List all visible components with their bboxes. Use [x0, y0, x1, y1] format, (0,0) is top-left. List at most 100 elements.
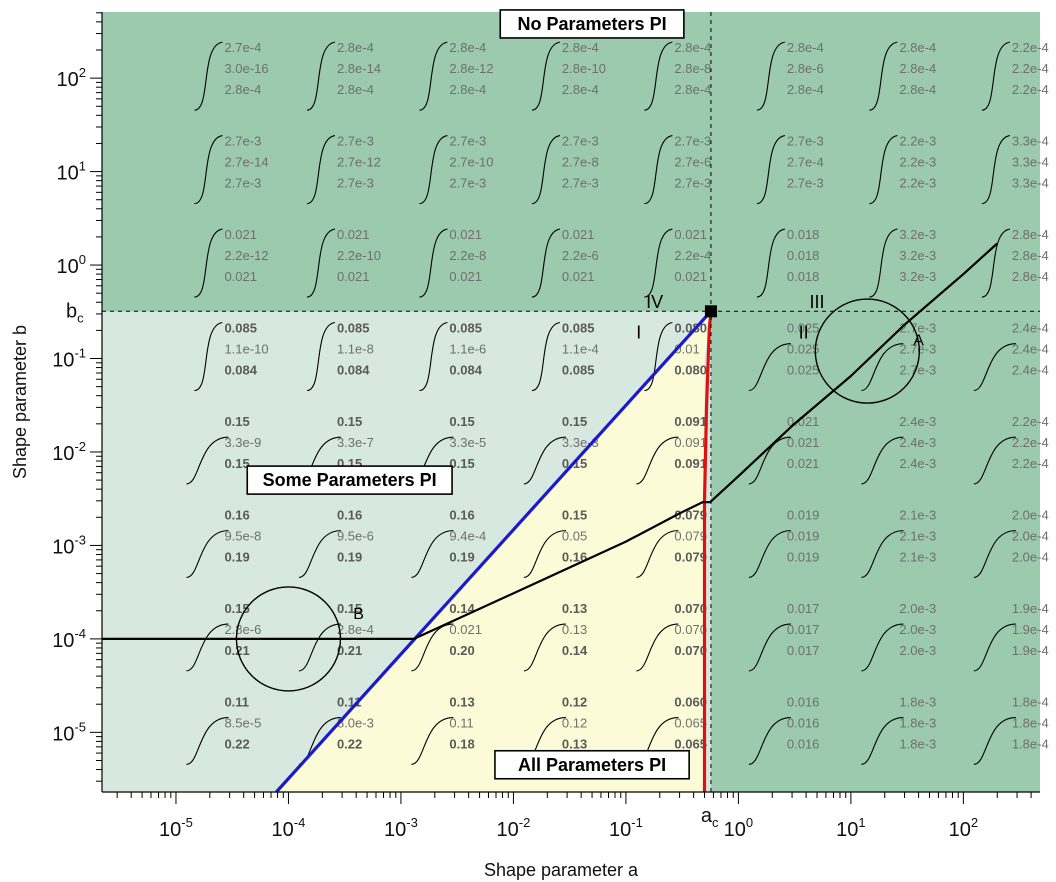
cell-glyph: 0.021 2.2e-6 0.021 — [531, 227, 599, 298]
cell-glyph: 0.021 0.021 0.021 — [748, 414, 819, 485]
cell-value: 0.021 — [449, 622, 482, 637]
cell-value: 0.021 — [674, 269, 707, 284]
boundary-lines — [102, 12, 1040, 794]
cell-value: 0.11 — [449, 715, 473, 730]
cell-glyph: 2.8e-4 2.8e-8 2.8e-4 — [644, 40, 711, 111]
cell-value: 2.0e-3 — [899, 601, 936, 616]
cell-value: 0.018 — [787, 248, 820, 263]
cell-value: 2.8e-14 — [337, 61, 381, 76]
cell-curve — [861, 436, 904, 485]
cell-glyph: 2.7e-3 2.7e-10 2.7e-3 — [419, 134, 494, 205]
cell-glyph: 0.152.8e-60.21 — [186, 601, 261, 672]
cell-glyph: 2.0e-3 2.0e-3 2.0e-3 — [861, 601, 936, 672]
cell-value: 2.7e-3 — [562, 134, 599, 149]
cell-value: 1.1e-8 — [337, 342, 374, 357]
cell-glyph: 2.8e-4 2.8e-10 2.8e-4 — [531, 40, 606, 111]
cell-curve — [861, 343, 904, 392]
cell-value: 1.8e-4 — [1012, 694, 1049, 709]
cell-glyph: 2.4e-4 2.4e-4 2.4e-4 — [973, 321, 1049, 392]
cell-glyph: 3.3e-4 3.3e-4 3.3e-4 — [981, 134, 1049, 205]
cell-value: 2.7e-3 — [337, 176, 374, 191]
cell-value: 1.9e-4 — [1012, 622, 1049, 637]
cell-value: 0.19 — [337, 549, 362, 564]
cell-value: 0.085 — [337, 321, 370, 336]
cell-glyph: 2.7e-3 2.7e-8 2.7e-3 — [531, 134, 599, 205]
cell-value: 2.7e-6 — [674, 155, 711, 170]
cell-value: 2.2e-3 — [899, 176, 936, 191]
cell-curve — [981, 228, 1011, 298]
cell-glyph: 2.7e-3 2.7e-3 2.7e-3 — [861, 321, 936, 392]
cell-value: 0.15 — [224, 456, 249, 471]
cell-curve — [748, 623, 791, 672]
cell-value: 2.0e-4 — [1012, 507, 1049, 522]
cell-glyph: 0.13 0.11 0.18 — [411, 694, 475, 765]
cell-glyph: 2.8e-4 2.8e-4 2.8e-4 — [981, 227, 1049, 298]
cell-glyph: 0.085 1.1e-4 0.085 — [531, 321, 599, 392]
cell-value: 2.2e-4 — [1012, 435, 1049, 450]
region-label-1: Some Parameters PI — [246, 465, 453, 495]
cell-value: 0.13 — [562, 736, 587, 751]
x-tick-label: 10-3 — [384, 815, 418, 841]
cell-value: 3.0e-16 — [224, 61, 268, 76]
cell-value: 2.8e-6 — [224, 622, 261, 637]
cell-curve — [748, 343, 791, 392]
cell-value: 0.12 — [562, 715, 587, 730]
cell-curve — [756, 228, 786, 298]
x-tick-label: 10-4 — [272, 815, 306, 841]
cell-value: 2.1e-3 — [899, 507, 936, 522]
cell-value: 0.019 — [787, 549, 820, 564]
cell-value: 2.8e-4 — [1012, 227, 1049, 242]
cell-curve — [756, 135, 786, 205]
cell-value: 2.4e-4 — [1012, 342, 1049, 357]
cell-value: 0.19 — [224, 549, 249, 564]
cell-value: 0.065 — [674, 736, 707, 751]
cell-value: 0.18 — [449, 736, 474, 751]
cell-glyph: 2.2e-4 2.2e-4 2.2e-4 — [973, 414, 1049, 485]
cell-curve — [306, 321, 336, 392]
region-label-box — [246, 465, 453, 495]
cell-value: 2.8e-4 — [562, 40, 599, 55]
cell-value: 2.2e-10 — [337, 248, 381, 263]
cell-value: 0.15 — [337, 601, 362, 616]
cell-value: 2.8e-4 — [337, 82, 374, 97]
region-label-box — [499, 9, 685, 39]
cell-value: 2.2e-8 — [449, 248, 486, 263]
cell-value: 0.15 — [562, 414, 587, 429]
cell-curve — [973, 530, 1016, 578]
cell-value: 0.22 — [337, 736, 362, 751]
x-axis-title: Shape parameter a — [484, 860, 639, 880]
cell-value: 2.0e-3 — [899, 643, 936, 658]
cell-value: 0.016 — [787, 736, 820, 751]
cell-curve — [644, 41, 673, 111]
cell-curve — [419, 41, 448, 111]
cell-value: 1.1e-6 — [449, 342, 486, 357]
cell-value: 0.15 — [562, 507, 587, 522]
cell-value: 2.8e-4 — [899, 61, 936, 76]
y-tick-label: 10-1 — [52, 346, 86, 372]
cell-glyph: 0.021 2.2e-12 0.021 — [194, 227, 269, 298]
region-number-label: IV — [646, 292, 663, 312]
cell-value: 2.8e-4 — [674, 82, 711, 97]
cell-value: 1.8e-4 — [1012, 736, 1049, 751]
cell-value: 3.3e-4 — [1012, 176, 1049, 191]
background-regions — [102, 12, 1040, 792]
cell-value: 0.13 — [449, 694, 474, 709]
cell-value: 0.025 — [787, 363, 820, 378]
cell-value: 2.8e-4 — [787, 40, 824, 55]
cell-glyph: 2.7e-3 2.7e-12 2.7e-3 — [306, 134, 381, 205]
series-line-0 — [275, 310, 713, 794]
cell-value: 0.13 — [562, 622, 587, 637]
cell-value: 2.7e-3 — [787, 176, 824, 191]
cell-value: 2.7e-3 — [224, 134, 261, 149]
x-tick-label: 10-2 — [497, 815, 531, 841]
cell-value: 3.3e-5 — [449, 435, 486, 450]
cell-value: 2.8e-4 — [224, 82, 261, 97]
cell-value: 0.084 — [337, 363, 370, 378]
cell-value: 2.2e-4 — [1012, 456, 1049, 471]
cell-value: 2.4e-4 — [1012, 363, 1049, 378]
cell-curve — [756, 41, 786, 111]
cell-value: 0.018 — [787, 227, 820, 242]
cell-curve — [194, 135, 223, 205]
cell-value: 2.8e-4 — [562, 82, 599, 97]
